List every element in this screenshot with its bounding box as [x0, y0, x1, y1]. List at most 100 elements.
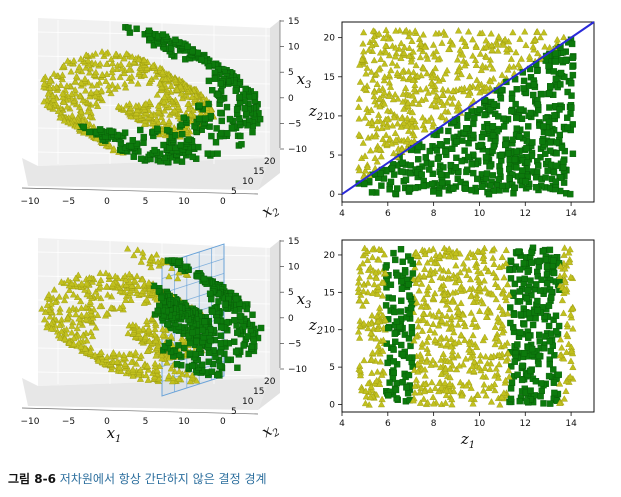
data-point-positive — [195, 143, 202, 151]
data-point-positive — [238, 141, 245, 148]
data-point-negative — [444, 86, 452, 94]
data-point-negative — [560, 259, 568, 267]
data-point-positive — [568, 104, 575, 111]
data-point-negative — [426, 386, 434, 393]
data-point-negative — [63, 103, 71, 110]
x-tick-label: 4 — [339, 419, 345, 429]
data-point-positive — [436, 140, 444, 148]
data-point-positive — [470, 169, 477, 177]
data-point-negative — [432, 29, 440, 37]
data-point-negative — [475, 276, 483, 284]
data-point-negative — [51, 298, 60, 305]
data-point-negative — [446, 357, 455, 365]
x2-tick-label: 15 — [253, 387, 264, 397]
data-point-negative — [504, 349, 512, 357]
data-point-negative — [560, 33, 568, 41]
data-point-negative — [558, 343, 566, 351]
data-point-positive — [249, 128, 256, 136]
data-point-positive — [527, 367, 534, 375]
data-point-negative — [92, 134, 101, 142]
data-point-positive — [544, 129, 552, 137]
data-point-negative — [107, 89, 115, 97]
data-point-negative — [476, 307, 484, 314]
data-point-negative — [470, 358, 478, 365]
data-point-negative — [455, 362, 463, 369]
data-point-negative — [473, 76, 481, 83]
data-point-positive — [390, 249, 397, 257]
data-point-negative — [414, 322, 423, 330]
data-point-negative — [387, 139, 396, 147]
data-point-positive — [403, 384, 410, 391]
data-point-positive — [133, 25, 140, 32]
x1-tick-label: −5 — [62, 417, 75, 427]
data-point-positive — [398, 297, 405, 304]
data-point-negative — [561, 244, 569, 251]
data-point-negative — [525, 52, 534, 60]
data-point-negative — [56, 334, 64, 341]
data-point-negative — [152, 115, 161, 123]
data-point-negative — [65, 339, 73, 346]
data-point-negative — [145, 278, 153, 286]
x2-tick-label: 5 — [231, 187, 237, 197]
data-point-negative — [77, 342, 85, 350]
data-point-negative — [373, 312, 381, 320]
data-point-positive — [470, 131, 477, 139]
data-point-negative — [440, 244, 448, 252]
data-point-negative — [489, 290, 497, 298]
data-point-negative — [122, 276, 130, 283]
data-point-negative — [40, 75, 48, 83]
data-point-negative — [167, 364, 175, 372]
data-point-negative — [370, 92, 378, 100]
data-point-negative — [431, 52, 439, 60]
data-point-negative — [505, 291, 513, 298]
data-point-negative — [158, 83, 166, 91]
data-point-negative — [67, 67, 75, 75]
data-point-negative — [494, 374, 502, 381]
data-point-negative — [355, 95, 363, 102]
data-point-positive — [150, 282, 158, 290]
data-point-positive — [180, 114, 188, 121]
data-point-negative — [470, 367, 478, 374]
data-point-positive — [158, 294, 165, 302]
data-point-negative — [488, 46, 496, 53]
data-point-negative — [432, 47, 440, 55]
data-point-negative — [469, 298, 478, 305]
data-point-negative — [438, 39, 446, 46]
data-point-positive — [458, 157, 465, 165]
data-point-negative — [373, 368, 382, 375]
data-point-negative — [129, 321, 137, 328]
data-point-negative — [82, 315, 90, 323]
data-point-positive — [208, 295, 215, 303]
data-point-positive — [523, 398, 530, 405]
data-point-negative — [487, 77, 495, 85]
data-point-positive — [173, 361, 181, 368]
data-point-negative — [96, 283, 105, 290]
data-point-positive — [145, 27, 153, 34]
data-point-positive — [405, 281, 412, 288]
data-point-negative — [437, 285, 445, 292]
data-point-positive — [527, 387, 534, 394]
data-point-positive — [160, 141, 167, 149]
data-point-negative — [373, 157, 381, 165]
data-point-negative — [373, 376, 381, 384]
data-point-positive — [465, 153, 472, 161]
data-point-negative — [382, 131, 390, 138]
data-point-negative — [152, 251, 161, 258]
data-point-negative — [369, 36, 377, 43]
data-point-negative — [478, 61, 487, 69]
data-point-negative — [476, 351, 485, 359]
data-point-negative — [96, 60, 104, 67]
data-point-negative — [114, 82, 122, 90]
data-point-positive — [550, 269, 558, 277]
data-point-negative — [453, 55, 462, 63]
data-point-positive — [552, 312, 560, 319]
data-point-negative — [65, 286, 74, 293]
data-point-positive — [564, 88, 571, 96]
data-point-positive — [428, 160, 435, 168]
data-point-negative — [159, 325, 167, 332]
data-point-positive — [399, 168, 406, 175]
data-point-positive — [534, 67, 541, 74]
data-point-negative — [449, 347, 457, 355]
data-point-negative — [63, 82, 71, 89]
data-point-negative — [368, 245, 377, 253]
